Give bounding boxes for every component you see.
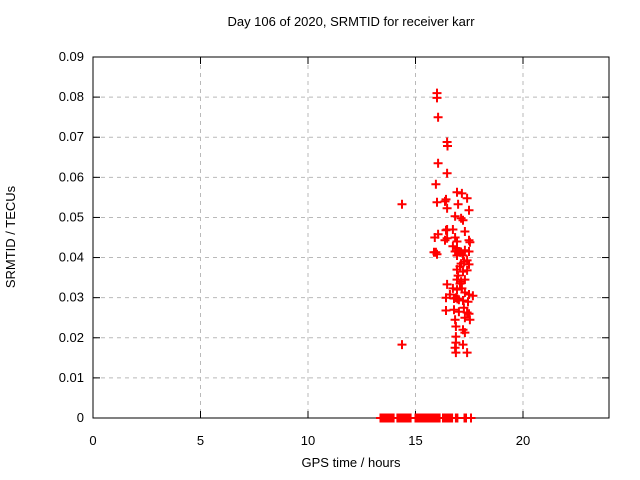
data-point-marker [431, 179, 441, 189]
data-point-marker [440, 235, 450, 245]
data-point-marker [462, 193, 472, 203]
data-point-marker [458, 267, 468, 277]
data-point-marker [441, 225, 451, 235]
data-point-marker [465, 315, 475, 325]
y-tick-label: 0.03 [59, 290, 84, 305]
data-point-marker [464, 259, 474, 269]
data-point-marker [450, 211, 460, 221]
data-point-marker [457, 188, 467, 198]
data-point-marker [459, 303, 469, 313]
x-tick-label: 20 [516, 433, 530, 448]
data-point-marker [458, 215, 468, 225]
y-tick-label: 0.04 [59, 250, 84, 265]
data-point-marker [433, 158, 443, 168]
plot-border [92, 56, 610, 419]
tick-marks [92, 56, 609, 419]
data-point-marker [464, 205, 474, 215]
chart-title: Day 106 of 2020, SRMTID for receiver kar… [227, 14, 475, 29]
tick-labels: 0 0.01 0.02 0.03 0.04 0.05 0.06 0.07 0.08 0.09 0 5 1… [59, 49, 531, 448]
data-point-marker [463, 297, 473, 307]
data-point-marker [442, 168, 452, 178]
data-point-marker [449, 294, 459, 303]
data-point-marker [464, 247, 474, 256]
data-point-marker [460, 328, 470, 338]
data-point-marker [458, 251, 468, 260]
y-tick-label: 0.08 [59, 89, 84, 104]
data-point-marker [443, 141, 452, 151]
y-tick-label: 0 [77, 410, 84, 425]
data-point-marker [397, 199, 407, 209]
gridlines [93, 57, 609, 418]
data-point-marker [442, 203, 452, 213]
data-point-marker [441, 306, 451, 315]
data-point-marker [433, 112, 443, 122]
data-point-marker [451, 322, 461, 331]
y-tick-label: 0.05 [59, 209, 84, 224]
x-tick-label: 0 [89, 433, 96, 448]
x-tick-label: 15 [408, 433, 422, 448]
data-point-marker [465, 237, 475, 247]
x-tick-label: 10 [301, 433, 315, 448]
y-tick-label: 0.09 [59, 49, 84, 64]
data-point-marker [430, 233, 440, 242]
series-srmtid-values [397, 88, 478, 358]
data-point-marker [449, 305, 459, 315]
data-point-marker [460, 227, 470, 236]
x-tick-label: 5 [197, 433, 204, 448]
data-point-marker [452, 265, 462, 275]
data-point-marker [452, 285, 462, 295]
data-point-marker [441, 293, 451, 303]
data-point-marker [452, 187, 462, 197]
data-point-marker [460, 313, 470, 323]
y-tick-label: 0.07 [59, 129, 84, 144]
data-point-marker [442, 279, 452, 289]
data-point-marker [462, 308, 472, 317]
data-point-marker [432, 93, 442, 103]
data-point-marker [432, 197, 442, 207]
data-point-marker [455, 279, 465, 289]
data-point-marker [431, 247, 441, 257]
y-tick-label: 0.06 [59, 169, 84, 184]
data-point-marker [466, 413, 476, 423]
x-axis-label: GPS time / hours [301, 455, 401, 470]
data-point-marker [468, 291, 478, 301]
data-point-marker [442, 233, 452, 243]
data-point-marker [397, 340, 407, 350]
y-tick-label: 0.02 [59, 330, 84, 345]
data-point-marker [458, 340, 468, 350]
y-tick-label: 0.01 [59, 370, 84, 385]
data-point-marker [448, 283, 458, 293]
data-point-marker [454, 307, 464, 317]
data-point-marker [456, 213, 466, 223]
data-point-marker [432, 249, 442, 259]
data-point-marker [451, 348, 461, 358]
data-point-marker [462, 348, 472, 358]
data-point-marker [462, 265, 472, 275]
series-zero-baseline-values [376, 413, 476, 423]
data-point-marker [440, 196, 450, 206]
data-point-marker [453, 199, 463, 209]
